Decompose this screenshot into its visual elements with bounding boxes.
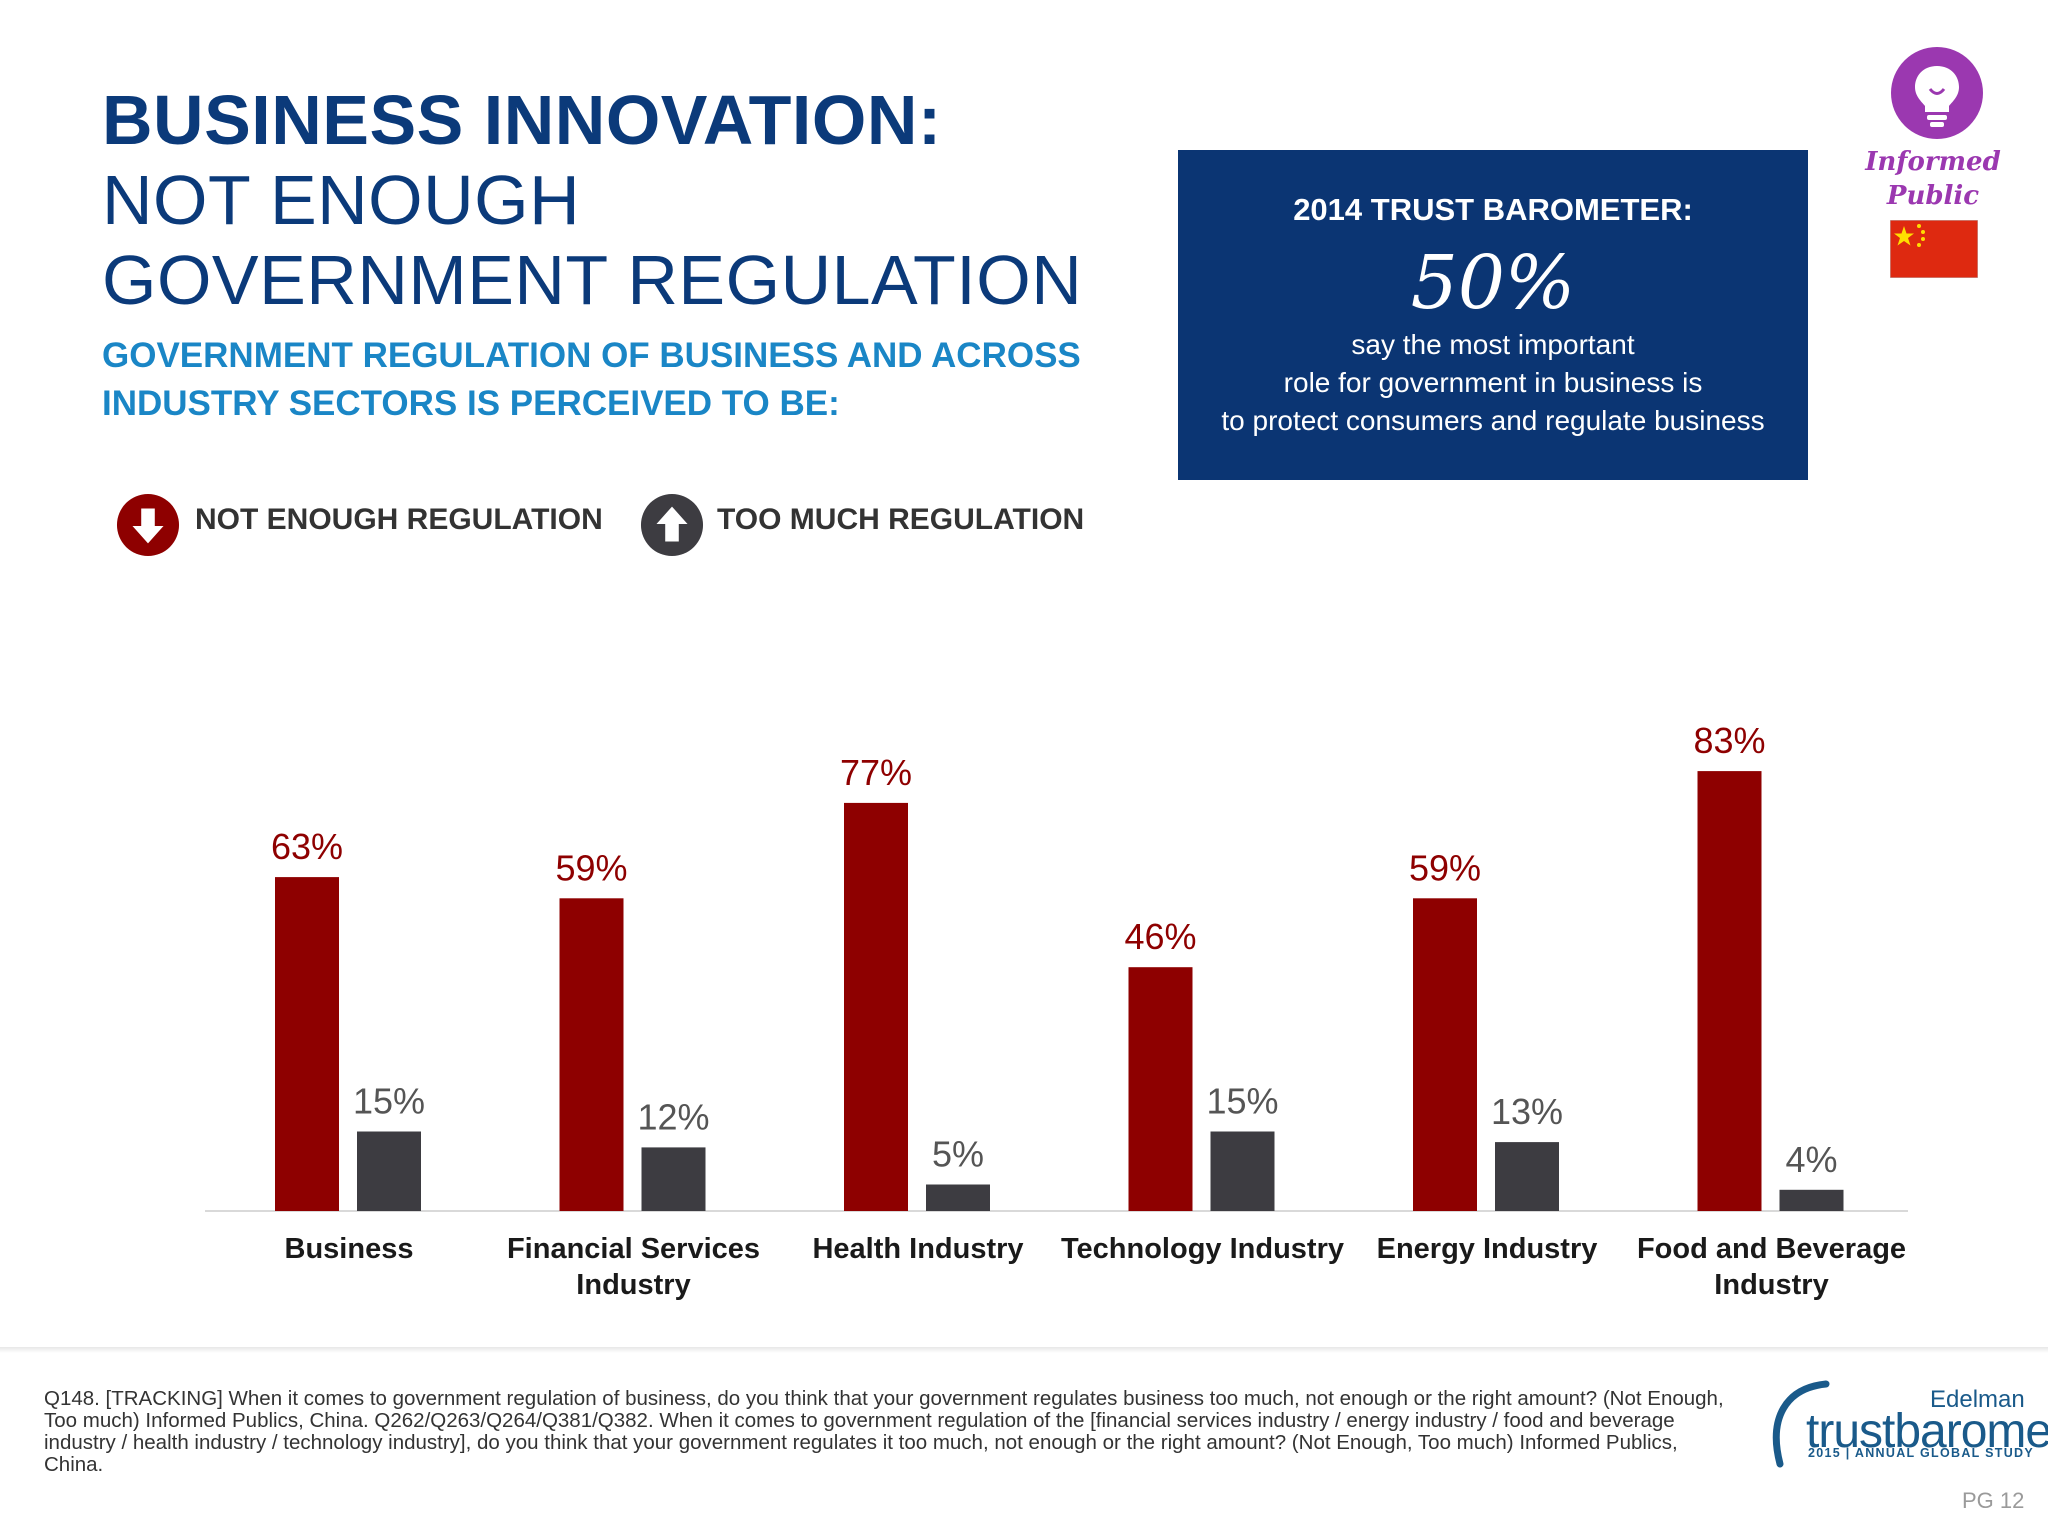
category-label: Health Industry — [812, 1233, 1023, 1265]
data-label: 46% — [1124, 916, 1196, 957]
category-label: Industry — [1714, 1269, 1828, 1301]
trustbarometer-swoosh-icon — [1772, 1380, 1830, 1468]
informed-public-label: Informed Public — [1858, 145, 2008, 213]
brand-company: Edelman — [1930, 1386, 2025, 1413]
category-label: Food and Beverage — [1637, 1233, 1906, 1265]
legend-too-much-label: TOO MUCH REGULATION — [717, 503, 1085, 536]
bar-not-enough-5 — [1697, 771, 1762, 1211]
bar-too-much-5 — [1779, 1189, 1844, 1211]
china-flag-icon — [1890, 220, 1978, 278]
trust-barometer-callout: 2014 TRUST BAROMETER: 50% say the most i… — [1178, 150, 1808, 480]
lightbulb-icon — [1891, 47, 1983, 139]
bar-not-enough-1 — [559, 898, 624, 1211]
brand-product: trustbarometer — [1806, 1405, 2048, 1458]
bar-too-much-4 — [1495, 1142, 1559, 1211]
data-label: 59% — [1409, 847, 1481, 888]
title-line-3: GOVERNMENT REGULATION — [102, 241, 1083, 319]
bar-not-enough-0 — [275, 877, 339, 1211]
subtitle-line-1: GOVERNMENT REGULATION OF BUSINESS AND AC… — [102, 336, 1081, 375]
callout-heading: 2014 TRUST BAROMETER: — [1293, 192, 1693, 227]
bar-too-much-1 — [641, 1147, 706, 1211]
legend-not-enough-label: NOT ENOUGH REGULATION — [195, 503, 603, 536]
data-label: 13% — [1491, 1091, 1563, 1132]
category-label: Business — [285, 1233, 414, 1265]
category-label: Energy Industry — [1377, 1233, 1598, 1265]
footer-divider — [0, 1347, 2048, 1353]
data-label: 83% — [1693, 720, 1765, 761]
callout-line-3: to protect consumers and regulate busine… — [1221, 405, 1765, 436]
subtitle-line-2: INDUSTRY SECTORS IS PERCEIVED TO BE: — [102, 384, 840, 423]
bar-chart: 63% 15% Business 59% 12% Financial Services In… — [205, 720, 1908, 1301]
brand-tagline: 2015 | ANNUAL GLOBAL STUDY — [1808, 1446, 2034, 1460]
bar-too-much-3 — [1210, 1131, 1275, 1211]
bar-not-enough-2 — [844, 802, 908, 1211]
data-label: 12% — [637, 1096, 709, 1137]
bar-not-enough-4 — [1413, 898, 1477, 1211]
data-label: 4% — [1785, 1139, 1837, 1180]
arrow-up-icon — [640, 493, 704, 557]
category-label: Industry — [576, 1269, 690, 1301]
bar-too-much-0 — [357, 1131, 421, 1211]
callout-line-1: say the most important — [1351, 329, 1635, 360]
data-label: 77% — [840, 752, 912, 793]
data-label: 15% — [353, 1081, 425, 1122]
callout-body: say the most important role for governme… — [1178, 326, 1808, 440]
bar-too-much-2 — [926, 1184, 990, 1211]
arrow-down-icon — [116, 493, 180, 557]
bar-not-enough-3 — [1128, 967, 1193, 1211]
data-label: 15% — [1206, 1081, 1278, 1122]
informed-public-line-1: Informed — [1865, 147, 2001, 177]
page-number: PG 12 — [1962, 1488, 2025, 1513]
footnote: Q148. [TRACKING] When it comes to govern… — [44, 1387, 1724, 1476]
data-label: 63% — [271, 826, 343, 867]
subtitle: GOVERNMENT REGULATION OF BUSINESS AND AC… — [102, 332, 1102, 428]
category-label: Financial Services — [507, 1233, 760, 1265]
data-label: 5% — [932, 1134, 984, 1175]
title-line-2: NOT ENOUGH — [102, 161, 581, 239]
category-label: Technology Industry — [1061, 1233, 1344, 1265]
informed-public-line-2: Public — [1886, 181, 1980, 211]
data-label: 59% — [555, 847, 627, 888]
title-line-1: BUSINESS INNOVATION: — [102, 81, 942, 159]
callout-value: 50% — [1410, 240, 1576, 326]
callout-line-2: role for government in business is — [1283, 367, 1703, 398]
